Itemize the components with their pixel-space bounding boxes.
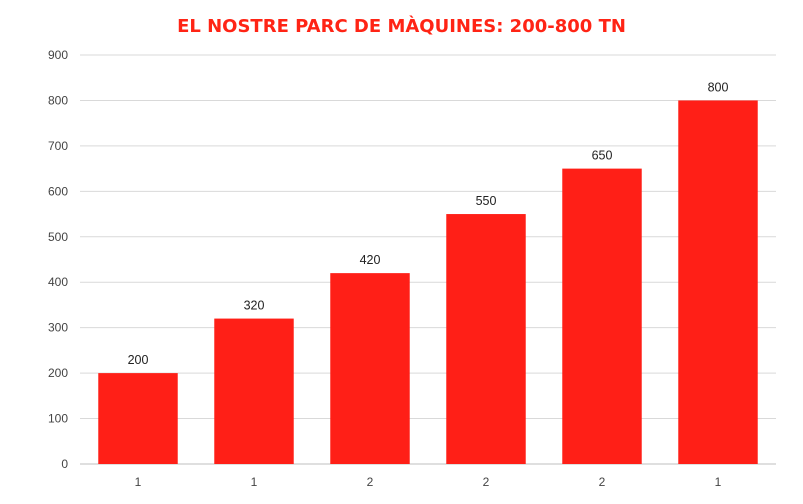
x-tick-label: 2 xyxy=(599,475,606,489)
y-tick-label: 100 xyxy=(48,412,68,426)
y-tick-label: 0 xyxy=(61,457,68,471)
data-label: 420 xyxy=(360,253,381,267)
x-tick-label: 1 xyxy=(251,475,258,489)
data-label: 800 xyxy=(708,80,729,94)
y-axis-ticks: 0 100 200 300 400 500 600 700 800 900 xyxy=(48,48,68,471)
y-tick-label: 900 xyxy=(48,48,68,62)
x-tick-label: 2 xyxy=(483,475,490,489)
data-label: 550 xyxy=(476,194,497,208)
y-tick-label: 400 xyxy=(48,275,68,289)
bar xyxy=(214,318,294,464)
y-tick-label: 500 xyxy=(48,230,68,244)
x-axis-ticks: 1 1 2 2 2 1 xyxy=(135,475,722,489)
data-labels: 200 320 420 550 650 800 xyxy=(128,80,729,367)
data-label: 320 xyxy=(244,299,265,313)
bar xyxy=(330,273,410,464)
y-tick-label: 600 xyxy=(48,184,68,198)
y-tick-label: 200 xyxy=(48,366,68,380)
x-tick-label: 1 xyxy=(715,475,722,489)
bar xyxy=(98,373,178,464)
bar xyxy=(446,214,526,464)
y-tick-label: 700 xyxy=(48,139,68,153)
data-label: 200 xyxy=(128,353,149,367)
gridlines xyxy=(80,54,776,465)
x-tick-label: 1 xyxy=(135,475,142,489)
bar xyxy=(562,168,642,464)
chart-title: EL NOSTRE PARC DE MÀQUINES: 200-800 TN xyxy=(177,16,626,37)
bars xyxy=(98,100,758,464)
data-label: 650 xyxy=(592,149,613,163)
bar xyxy=(678,100,758,464)
y-tick-label: 800 xyxy=(48,93,68,107)
y-tick-label: 300 xyxy=(48,321,68,335)
x-tick-label: 2 xyxy=(367,475,374,489)
